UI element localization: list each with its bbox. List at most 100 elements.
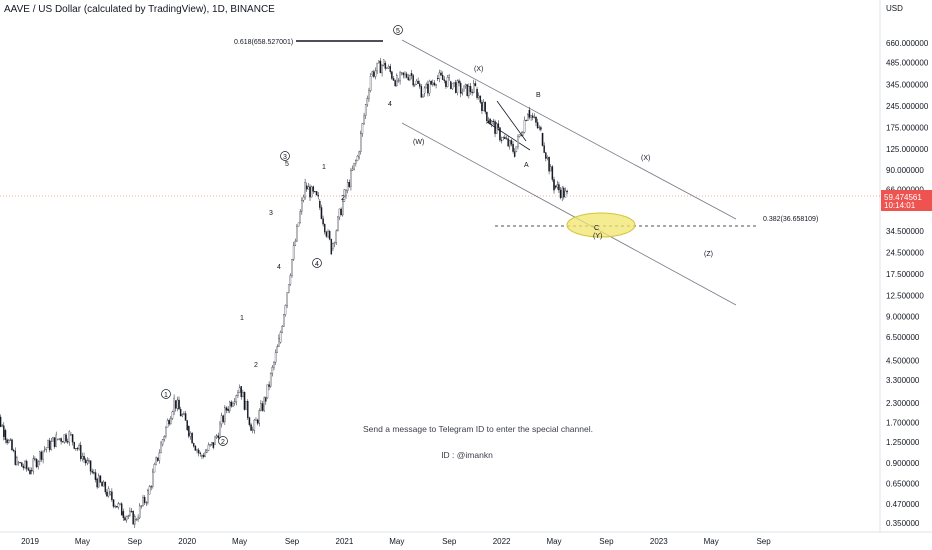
candle-body bbox=[425, 83, 428, 89]
candle-body bbox=[192, 443, 195, 447]
fib-382-label: 0.382(36.658109) bbox=[763, 216, 818, 223]
candle-body bbox=[55, 434, 57, 447]
candle-body bbox=[545, 152, 547, 159]
candle-body bbox=[312, 186, 315, 192]
candle-body bbox=[387, 66, 390, 69]
candle-body bbox=[212, 442, 215, 448]
candle-body bbox=[224, 407, 226, 422]
candle-body bbox=[1, 425, 3, 427]
x-tick-label: Sep bbox=[442, 537, 457, 546]
candle-body bbox=[473, 83, 475, 94]
wedge-lower-line[interactable] bbox=[486, 121, 531, 151]
candle-body bbox=[93, 472, 95, 474]
candle-body bbox=[543, 145, 545, 153]
candle-body bbox=[127, 515, 130, 517]
candle-body bbox=[53, 437, 56, 447]
candle-body bbox=[132, 511, 134, 525]
wave-label-W: (W) bbox=[413, 139, 424, 146]
candle-body bbox=[433, 82, 436, 86]
candle-body bbox=[66, 441, 69, 443]
channel-upper-line[interactable] bbox=[401, 39, 737, 220]
y-tick-label: 1.250000 bbox=[886, 438, 920, 447]
candle-body bbox=[179, 409, 182, 417]
candle-body bbox=[39, 451, 41, 462]
candle-body bbox=[489, 118, 491, 125]
candle-body bbox=[81, 456, 84, 459]
candle-body bbox=[287, 284, 290, 293]
last-price-value: 59.474561 bbox=[884, 193, 922, 202]
x-tick-label: 2019 bbox=[21, 537, 39, 546]
chart-title: AAVE / US Dollar (calculated by TradingV… bbox=[4, 4, 275, 15]
y-tick-label: 6.500000 bbox=[886, 333, 920, 342]
candle-body bbox=[181, 414, 184, 417]
target-zone-ellipse[interactable] bbox=[566, 212, 636, 238]
candle-body bbox=[373, 71, 375, 77]
candle-body bbox=[499, 127, 501, 141]
candle-body bbox=[520, 134, 523, 136]
candle-body bbox=[320, 207, 323, 219]
candle-body bbox=[235, 395, 238, 402]
candle-body bbox=[6, 439, 8, 444]
candle-body bbox=[563, 187, 565, 198]
candle-body bbox=[278, 337, 280, 347]
candle-body bbox=[418, 83, 421, 87]
candle-body bbox=[189, 433, 192, 437]
y-tick-label: 660.000000 bbox=[886, 39, 929, 48]
candle-body bbox=[76, 448, 79, 450]
candle-body bbox=[363, 115, 365, 124]
candle-body bbox=[269, 373, 272, 387]
candle-body bbox=[432, 82, 434, 85]
candle-body bbox=[229, 401, 231, 411]
candle-body bbox=[315, 191, 318, 196]
channel-lower-line[interactable] bbox=[401, 122, 737, 306]
candle-body bbox=[240, 386, 242, 398]
candle-body bbox=[37, 461, 39, 468]
candle-body bbox=[156, 457, 159, 461]
candle-body bbox=[238, 387, 241, 393]
candle-body bbox=[451, 83, 454, 89]
candle-body bbox=[453, 82, 455, 84]
candle-body bbox=[12, 449, 15, 452]
candle-body bbox=[371, 71, 373, 76]
candle-body bbox=[266, 384, 269, 399]
candle-body bbox=[281, 326, 283, 333]
candle-body bbox=[458, 80, 460, 84]
candle-body bbox=[204, 452, 206, 457]
candle-body bbox=[253, 419, 256, 431]
candle-body bbox=[509, 140, 511, 147]
candle-body bbox=[206, 450, 208, 453]
candle-body bbox=[161, 439, 164, 445]
candle-body bbox=[420, 86, 423, 98]
candle-body bbox=[88, 460, 90, 462]
candle-body bbox=[284, 305, 287, 315]
candle-body bbox=[554, 185, 557, 188]
candle-body bbox=[184, 413, 187, 421]
candle-body bbox=[94, 472, 97, 480]
candle-body bbox=[515, 146, 518, 152]
candle-body bbox=[75, 448, 77, 449]
candle-body bbox=[297, 222, 300, 227]
y-tick-label: 12.500000 bbox=[886, 291, 924, 300]
candle-body bbox=[148, 486, 151, 495]
candle-body bbox=[98, 475, 100, 488]
candle-body bbox=[120, 503, 123, 516]
candle-body bbox=[564, 190, 567, 198]
candle-body bbox=[178, 399, 180, 410]
wave-4-circled: 4 bbox=[312, 258, 322, 268]
candle-body bbox=[168, 420, 170, 425]
y-tick-label: 175.000000 bbox=[886, 123, 929, 132]
wave-label-X2: (X) bbox=[641, 155, 650, 162]
candle-body bbox=[366, 98, 369, 105]
candle-body bbox=[356, 155, 359, 161]
candle-body bbox=[348, 182, 351, 187]
candle-body bbox=[222, 415, 224, 422]
wave-label-3a: 3 bbox=[269, 210, 273, 217]
candle-body bbox=[242, 391, 244, 398]
candle-body bbox=[42, 450, 44, 460]
candle-body bbox=[19, 462, 21, 464]
wave-label-Y: (Y) bbox=[593, 233, 602, 240]
candle-body bbox=[250, 424, 252, 431]
candle-body bbox=[381, 64, 383, 74]
candle-body bbox=[256, 419, 259, 424]
